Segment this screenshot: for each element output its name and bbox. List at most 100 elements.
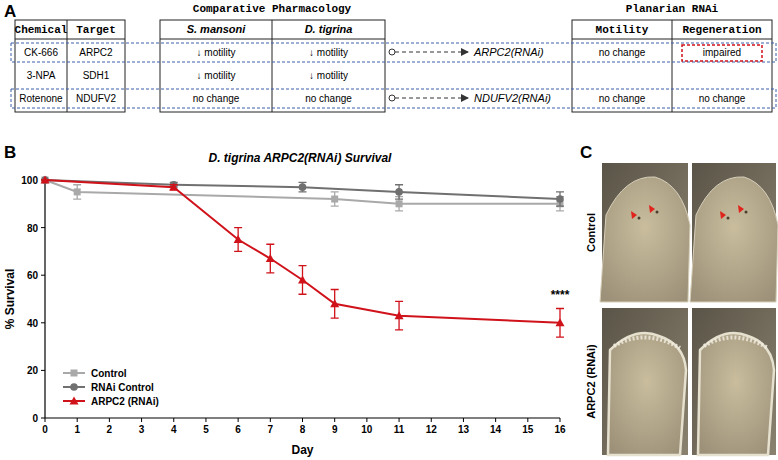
eyespot — [727, 217, 730, 220]
panel-c: ControlARPC2 (RNAi) — [585, 163, 778, 455]
table-cell: 3-NPA — [27, 70, 56, 81]
arrow-origin — [389, 49, 395, 55]
x-tick-label: 13 — [458, 424, 470, 435]
chart-title: D. tigrina ARPC2(RNAi) Survival — [209, 151, 393, 165]
eyespot — [656, 211, 659, 214]
wound-edge — [614, 337, 680, 348]
table-cell: ↓ motility — [309, 70, 348, 81]
x-tick — [334, 418, 335, 422]
planarian — [608, 333, 686, 455]
row-highlight — [11, 89, 776, 108]
column-divider — [272, 20, 273, 112]
error-bar — [395, 185, 403, 199]
x-tick — [366, 418, 367, 422]
x-tick — [463, 418, 464, 422]
row-label: Control — [585, 213, 597, 252]
x-tick-label: 12 — [426, 424, 438, 435]
planarian — [698, 333, 774, 455]
table-cell: no change — [193, 93, 240, 104]
error-bar — [299, 266, 307, 295]
column-header: S. mansoni — [187, 23, 247, 35]
rnai-label: NDUFV2(RNAi) — [474, 92, 551, 104]
x-tick-label: 4 — [171, 424, 177, 435]
y-tick-label: 0 — [32, 413, 38, 424]
planarian — [600, 177, 690, 302]
row-highlight — [11, 43, 776, 62]
x-tick-label: 10 — [361, 424, 373, 435]
y-tick-label: 100 — [21, 175, 38, 186]
legend: ControlRNAi ControlARPC2 (RNAi) — [63, 368, 159, 407]
x-tick-label: 0 — [42, 424, 48, 435]
point — [41, 176, 50, 184]
column-header: Chemical — [15, 24, 68, 36]
point — [266, 254, 275, 262]
micrograph — [692, 308, 776, 455]
x-tick — [399, 418, 400, 422]
x-tick — [560, 418, 561, 422]
x-tick — [431, 418, 432, 422]
point — [41, 176, 49, 184]
panel-label: C — [580, 143, 592, 162]
x-tick — [77, 418, 78, 422]
planarian — [690, 177, 778, 302]
x-tick-label: 16 — [554, 424, 566, 435]
point — [169, 183, 178, 191]
table-cell: no change — [699, 93, 746, 104]
point — [556, 318, 565, 326]
y-tick-label: 40 — [27, 318, 39, 329]
eye-arrow — [720, 211, 726, 219]
x-tick-label: 5 — [203, 424, 209, 435]
eye-arrow — [631, 211, 637, 219]
header-divider — [15, 39, 125, 40]
table-cell: impaired — [703, 47, 741, 58]
x-tick — [109, 418, 110, 422]
table-cell: NDUFV2 — [76, 93, 116, 104]
panel-a: Comparative Pharmacology Planarian RNAi Ch… — [11, 3, 776, 112]
emphasis-box — [682, 45, 762, 61]
x-tick-label: 6 — [235, 424, 241, 435]
x-tick-label: 9 — [332, 424, 338, 435]
rnai-label: ARPC2(RNAi) — [473, 46, 544, 58]
arrow — [395, 52, 468, 53]
table-cell: SDH1 — [83, 70, 110, 81]
x-tick-label: 7 — [268, 424, 274, 435]
point — [234, 235, 243, 243]
y-tick — [41, 227, 45, 228]
eye-arrow — [738, 205, 744, 213]
panel-b: D. tigrina ARPC2(RNAi) Survival Day % Surv… — [3, 151, 570, 457]
x-tick — [45, 418, 46, 422]
x-tick — [205, 418, 206, 422]
table-cell: ↓ motility — [197, 70, 236, 81]
legend-marker — [71, 370, 78, 377]
y-tick-label: 80 — [27, 223, 39, 234]
column-divider — [672, 20, 673, 112]
group-title: Comparative Pharmacology — [193, 3, 352, 15]
y-tick — [41, 370, 45, 371]
panel-label: B — [4, 143, 16, 162]
table-box — [160, 20, 385, 112]
x-tick-label: 2 — [107, 424, 113, 435]
x-tick-label: 3 — [139, 424, 145, 435]
error-bar — [299, 182, 307, 192]
y-tick — [41, 322, 45, 323]
y-axis-label: % Survival — [3, 269, 17, 330]
x-axis-label: Day — [291, 443, 313, 457]
x-tick-label: 8 — [300, 424, 306, 435]
table-cell: no change — [599, 47, 646, 58]
legend-marker — [70, 397, 79, 405]
point — [42, 177, 49, 184]
point — [556, 195, 564, 203]
point — [395, 311, 404, 319]
error-bar — [331, 192, 339, 206]
figure: ABCComparative PharmacologyPlanarian RNA… — [0, 0, 778, 460]
group-title: Planarian RNAi — [626, 3, 719, 15]
table-cell: CK-666 — [24, 47, 58, 58]
point — [331, 196, 338, 203]
series-line — [45, 180, 560, 323]
table-cell: no change — [305, 93, 352, 104]
point — [74, 188, 81, 195]
error-bar — [556, 309, 564, 338]
y-tick — [41, 418, 45, 419]
legend-label: RNAi Control — [91, 382, 154, 393]
error-bar — [331, 289, 339, 318]
